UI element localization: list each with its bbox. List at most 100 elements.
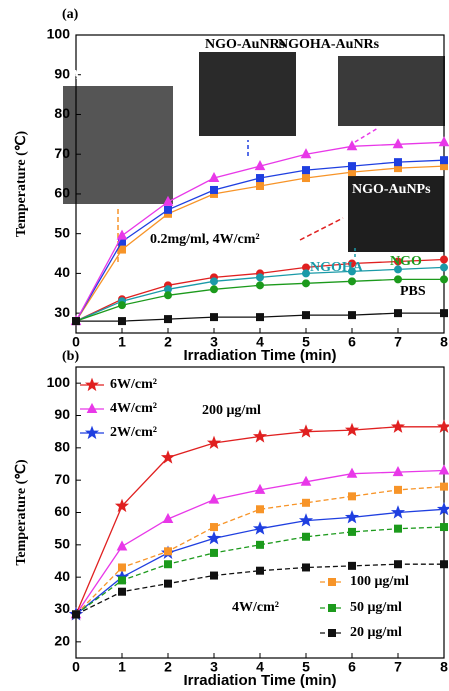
marker xyxy=(254,431,265,442)
marker xyxy=(441,276,448,283)
annotation: 0.2mg/ml, 4W/cm² xyxy=(150,232,260,247)
marker xyxy=(303,564,310,571)
marker xyxy=(165,292,172,299)
y-tick-label: 60 xyxy=(54,185,70,201)
marker xyxy=(118,541,127,550)
y-tick-label: 30 xyxy=(54,304,70,320)
marker xyxy=(86,379,97,390)
marker xyxy=(165,206,172,213)
marker xyxy=(329,605,336,612)
marker xyxy=(257,541,264,548)
y-tick-label: 20 xyxy=(54,633,70,649)
inset-image xyxy=(199,52,296,136)
marker xyxy=(211,286,218,293)
panel-label: (b) xyxy=(62,349,79,364)
marker xyxy=(440,137,449,146)
marker xyxy=(392,507,403,518)
x-tick-label: 0 xyxy=(72,659,80,675)
x-tick-label: 1 xyxy=(118,334,126,350)
marker xyxy=(208,532,219,543)
marker xyxy=(441,157,448,164)
x-tick-label: 7 xyxy=(394,334,402,350)
y-tick-label: 90 xyxy=(54,65,70,81)
y-tick-label: 60 xyxy=(54,503,70,519)
marker xyxy=(119,302,126,309)
x-tick-label: 8 xyxy=(440,334,448,350)
x-tick-label: 0 xyxy=(72,334,80,350)
series-line xyxy=(76,260,444,322)
marker xyxy=(303,167,310,174)
y-tick-label: 100 xyxy=(47,26,71,42)
marker xyxy=(165,316,172,323)
panel-label: (a) xyxy=(62,7,79,22)
x-tick-label: 2 xyxy=(164,659,172,675)
marker xyxy=(257,182,264,189)
marker xyxy=(441,310,448,317)
marker xyxy=(257,274,264,281)
y-tick-label: 70 xyxy=(54,471,70,487)
marker xyxy=(303,499,310,506)
marker xyxy=(73,318,80,325)
marker xyxy=(86,427,97,438)
marker xyxy=(257,175,264,182)
y-tick-label: 80 xyxy=(54,439,70,455)
marker xyxy=(119,588,126,595)
y-tick-label: 100 xyxy=(47,374,71,390)
marker xyxy=(119,564,126,571)
marker xyxy=(395,310,402,317)
marker xyxy=(329,630,336,637)
legend-label: 50 μg/ml xyxy=(350,600,402,615)
marker xyxy=(329,579,336,586)
marker xyxy=(441,256,448,263)
marker xyxy=(257,567,264,574)
marker xyxy=(211,572,218,579)
marker xyxy=(300,515,311,526)
marker xyxy=(88,404,97,413)
marker xyxy=(165,580,172,587)
marker xyxy=(165,548,172,555)
marker xyxy=(349,562,356,569)
marker xyxy=(119,577,126,584)
y-tick-label: 40 xyxy=(54,568,70,584)
marker xyxy=(395,486,402,493)
x-axis-label: Irradiation Time (min) xyxy=(183,672,336,689)
marker xyxy=(349,312,356,319)
marker xyxy=(349,278,356,285)
figure: (a)01234567830405060708090100Irradiation… xyxy=(0,0,449,691)
marker xyxy=(441,264,448,271)
marker xyxy=(441,524,448,531)
legend-label: 4W/cm² xyxy=(110,401,157,416)
y-tick-label: 80 xyxy=(54,105,70,121)
marker xyxy=(303,280,310,287)
x-axis-label: Irradiation Time (min) xyxy=(183,347,336,364)
marker xyxy=(211,549,218,556)
inset-image xyxy=(63,86,173,204)
marker xyxy=(119,318,126,325)
marker xyxy=(346,424,357,435)
marker xyxy=(346,511,357,522)
marker xyxy=(165,561,172,568)
series-label: NGO-AuNPs xyxy=(352,182,431,197)
marker xyxy=(438,421,449,432)
y-tick-label: 50 xyxy=(54,224,70,240)
x-tick-label: 8 xyxy=(440,659,448,675)
marker xyxy=(303,533,310,540)
marker xyxy=(211,524,218,531)
marker xyxy=(303,270,310,277)
marker xyxy=(349,528,356,535)
series-label: NGOHA-AuNRs xyxy=(278,37,380,52)
marker xyxy=(392,421,403,432)
annotation: 200 μg/ml xyxy=(202,403,261,418)
marker xyxy=(395,561,402,568)
legend-label: 100 μg/ml xyxy=(350,574,409,589)
marker xyxy=(438,503,449,514)
legend-label: 20 μg/ml xyxy=(350,625,402,640)
marker xyxy=(349,493,356,500)
marker xyxy=(441,483,448,490)
marker xyxy=(73,611,80,618)
marker xyxy=(395,525,402,532)
marker xyxy=(395,276,402,283)
marker xyxy=(395,159,402,166)
marker xyxy=(300,426,311,437)
marker xyxy=(118,231,127,240)
